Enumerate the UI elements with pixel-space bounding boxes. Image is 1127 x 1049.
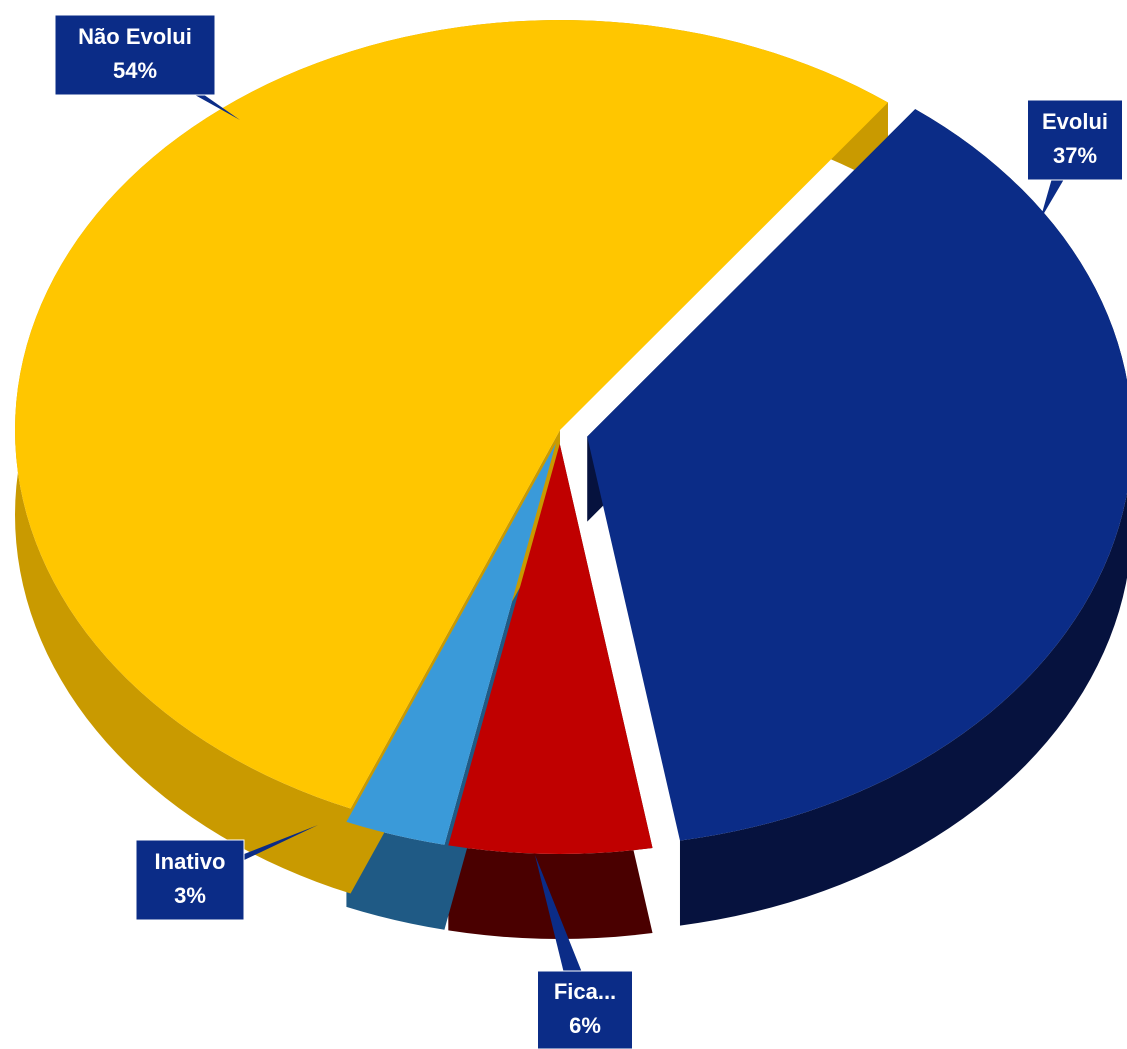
slice — [346, 443, 556, 845]
value-label: 3% — [174, 883, 206, 908]
slice — [448, 443, 653, 854]
category-label: Evolui — [1042, 109, 1108, 134]
value-label: 6% — [569, 1013, 601, 1038]
value-label: 37% — [1053, 143, 1097, 168]
category-label: Não Evolui — [78, 24, 192, 49]
callout-box — [537, 970, 633, 1049]
value-label: 54% — [113, 58, 157, 83]
slice-side — [346, 443, 556, 930]
slice — [15, 20, 888, 809]
category-label: Fica... — [554, 979, 616, 1004]
callout-box — [1027, 99, 1123, 181]
callout-box — [54, 14, 216, 96]
callout-box — [135, 839, 245, 921]
slice — [587, 109, 1127, 841]
category-label: Inativo — [155, 849, 226, 874]
data-labels: Evolui 37% Fica... 6% Inativo 3% Não Evolui 54% — [54, 14, 1123, 1049]
slice-tops — [15, 20, 1127, 854]
